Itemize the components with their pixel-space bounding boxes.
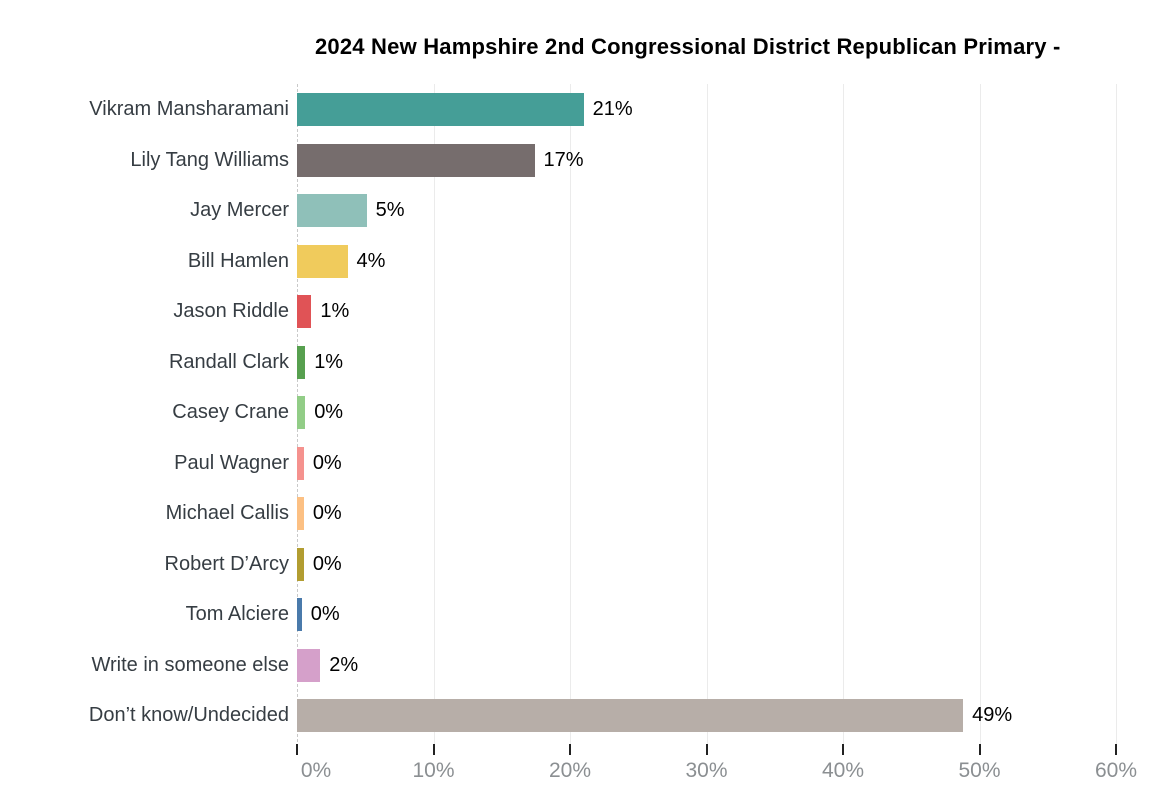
category-label: Tom Alciere <box>185 603 289 626</box>
x-tick-label: 20% <box>548 759 592 782</box>
gridline <box>843 84 844 749</box>
bar[interactable] <box>297 244 348 278</box>
value-label: 0% <box>310 603 340 626</box>
x-tick <box>1115 744 1117 755</box>
category-label: Robert D’Arcy <box>164 552 289 575</box>
bar[interactable] <box>297 295 312 329</box>
bar[interactable] <box>297 396 306 430</box>
bar[interactable] <box>297 547 304 581</box>
value-label: 17% <box>543 148 584 171</box>
value-label: 49% <box>972 704 1013 727</box>
x-tick <box>978 744 981 755</box>
gridline <box>433 84 435 749</box>
x-tick <box>569 744 571 755</box>
value-label: 5% <box>375 199 405 222</box>
category-label: Randall Clark <box>168 350 289 373</box>
category-label: Write in someone else <box>91 653 290 676</box>
category-label: Jason Riddle <box>173 300 289 323</box>
category-label: Casey Crane <box>172 401 289 424</box>
x-tick-label: 40% <box>821 759 865 782</box>
gridline <box>1116 84 1117 749</box>
category-label: Don’t know/Undecided <box>88 704 289 727</box>
category-label: Jay Mercer <box>190 199 289 222</box>
x-tick <box>842 744 844 755</box>
bar[interactable] <box>297 143 535 177</box>
value-label: 21% <box>592 98 633 121</box>
chart-title: 2024 New Hampshire 2nd Congressional Dis… <box>315 34 1061 59</box>
x-tick-label: 10% <box>412 759 455 782</box>
category-label: Michael Callis <box>165 502 289 525</box>
gridline <box>570 84 571 749</box>
bar[interactable] <box>297 93 584 127</box>
category-label: Vikram Mansharamani <box>89 98 289 121</box>
value-label: 0% <box>312 451 342 474</box>
value-label: 0% <box>314 401 344 424</box>
x-tick-label: 50% <box>958 759 1001 782</box>
value-label: 2% <box>329 653 359 676</box>
value-label: 0% <box>312 502 342 525</box>
gridline <box>706 84 708 749</box>
x-tick-label: 0% <box>300 759 332 782</box>
bar[interactable] <box>297 598 302 632</box>
x-tick-label: 60% <box>1094 759 1138 782</box>
x-tick-label: 30% <box>685 759 728 782</box>
category-label: Paul Wagner <box>174 451 289 474</box>
bar[interactable] <box>297 699 964 733</box>
value-label: 4% <box>356 249 386 272</box>
gridline <box>979 84 981 749</box>
bar[interactable] <box>297 446 304 480</box>
category-label: Lily Tang Williams <box>130 148 289 171</box>
bar[interactable] <box>297 648 321 682</box>
x-tick <box>296 744 298 755</box>
value-label: 1% <box>320 300 350 323</box>
bar[interactable] <box>297 194 367 228</box>
bar[interactable] <box>297 497 304 531</box>
value-label: 0% <box>312 552 342 575</box>
value-label: 1% <box>314 350 344 373</box>
x-tick <box>705 744 708 755</box>
bar[interactable] <box>297 345 306 379</box>
x-tick <box>432 744 435 755</box>
category-label: Bill Hamlen <box>187 249 289 272</box>
